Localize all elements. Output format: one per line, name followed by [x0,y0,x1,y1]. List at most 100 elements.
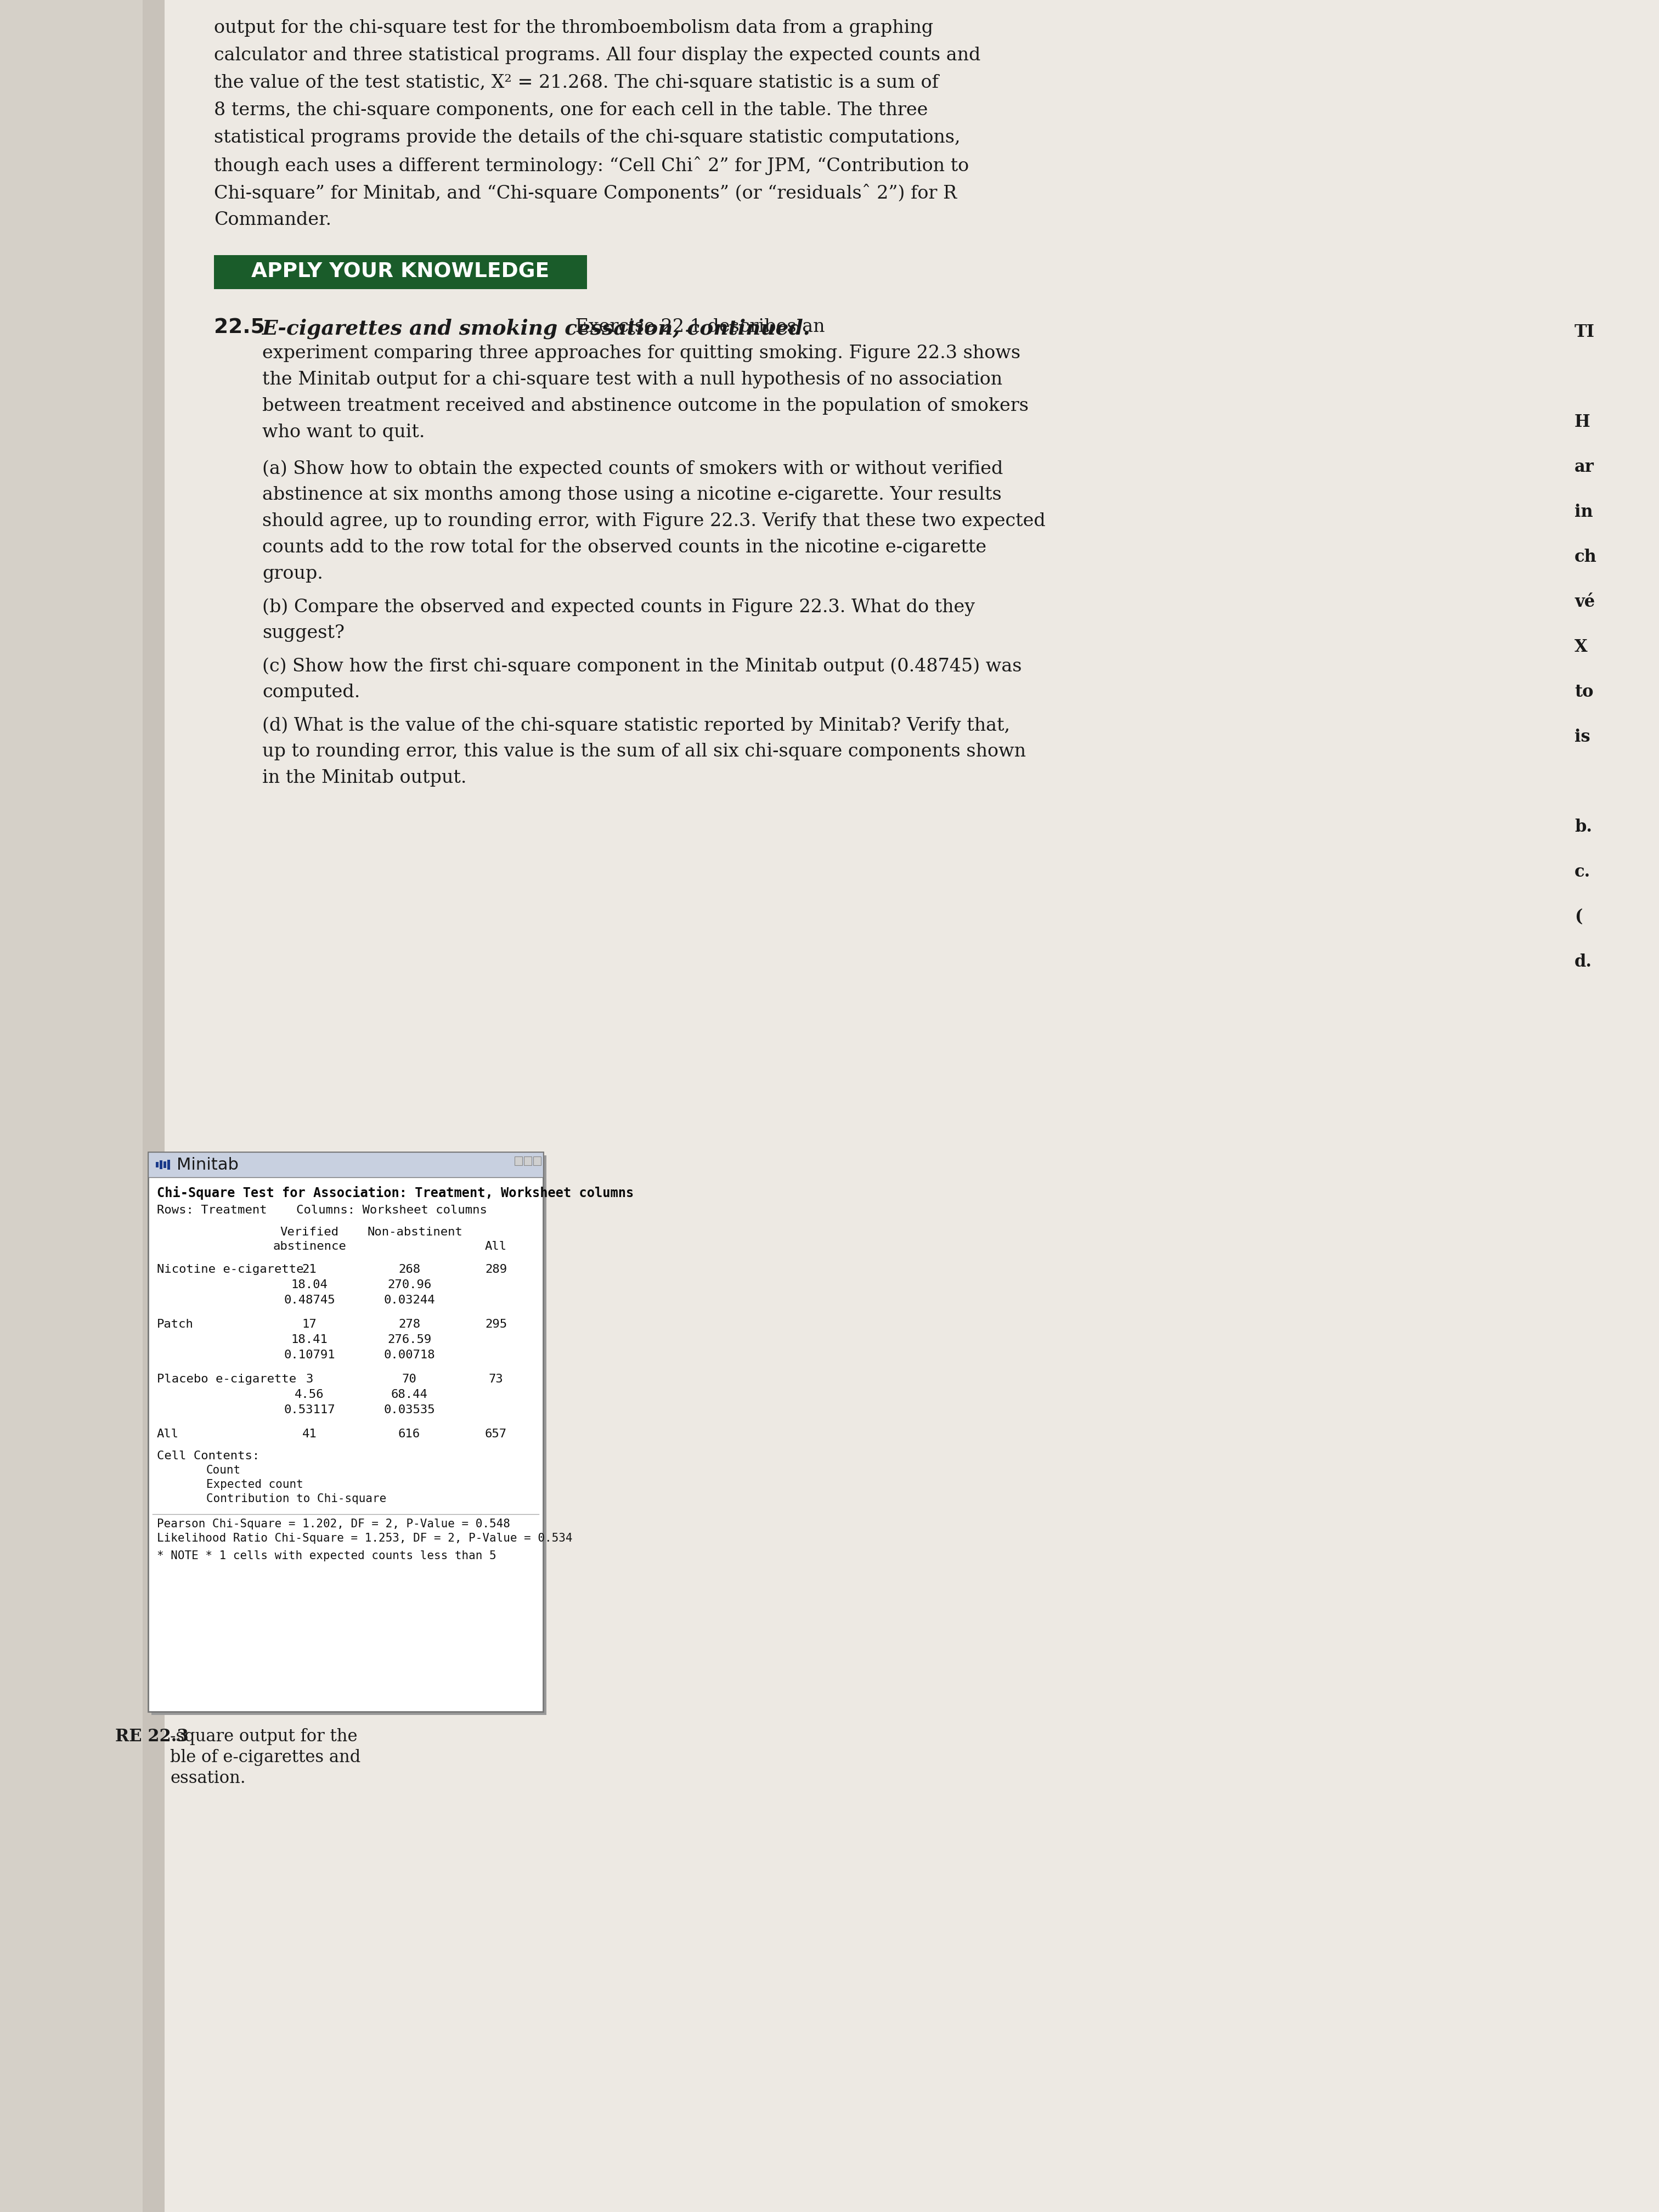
Text: APPLY YOUR KNOWLEDGE: APPLY YOUR KNOWLEDGE [252,263,549,281]
Text: (: ( [1574,909,1583,925]
Text: 295: 295 [484,1318,508,1329]
Text: the value of the test statistic, X² = 21.268. The chi-square statistic is a sum : the value of the test statistic, X² = 21… [214,73,939,91]
Text: in the Minitab output.: in the Minitab output. [262,770,466,787]
Text: to: to [1574,684,1593,701]
Text: Cell Contents:: Cell Contents: [158,1451,259,1462]
Bar [0,0,164,2212]
Text: Verified: Verified [280,1228,338,1239]
Text: 18.41: 18.41 [290,1334,328,1345]
Text: Chi-Square Test for Association: Treatment, Worksheet columns: Chi-Square Test for Association: Treatme… [158,1186,634,1199]
Text: Minitab: Minitab [176,1157,239,1172]
Text: X: X [1574,639,1588,655]
Text: RE 22.3: RE 22.3 [114,1728,189,1745]
Bar [156,1161,159,1168]
Text: is: is [1574,728,1591,745]
Text: 70: 70 [401,1374,416,1385]
Text: c.: c. [1574,863,1591,880]
Bar [214,254,587,290]
Text: though each uses a different terminology: “Cell Chiˆ 2” for JPM, “Contribution t: though each uses a different terminology… [214,157,969,175]
Text: 41: 41 [302,1429,317,1440]
Bar [533,1157,541,1166]
Text: 0.03535: 0.03535 [383,1405,435,1416]
Text: 4.56: 4.56 [295,1389,324,1400]
Text: b.: b. [1574,818,1593,836]
Bar [514,1157,523,1166]
Text: Nicotine e-cigarette: Nicotine e-cigarette [158,1263,304,1274]
Text: (b) Compare the observed and expected counts in Figure 22.3. What do they: (b) Compare the observed and expected co… [262,597,975,615]
Text: Placebo e-cigarette: Placebo e-cigarette [158,1374,297,1385]
Text: * NOTE * 1 cells with expected counts less than 5: * NOTE * 1 cells with expected counts le… [158,1551,496,1562]
Text: All: All [158,1429,179,1440]
Text: Pearson Chi-Square = 1.202, DF = 2, P-Value = 0.548: Pearson Chi-Square = 1.202, DF = 2, P-Va… [158,1520,509,1528]
Text: d.: d. [1574,953,1593,971]
Text: 17: 17 [302,1318,317,1329]
Text: who want to quit.: who want to quit. [262,422,425,440]
Text: group.: group. [262,564,324,582]
Text: 657: 657 [484,1429,508,1440]
Text: 270.96: 270.96 [387,1279,431,1290]
Text: statistical programs provide the details of the chi-square statistic computation: statistical programs provide the details… [214,128,961,146]
Text: 73: 73 [489,1374,503,1385]
Text: H: H [1574,414,1591,431]
Text: Patch: Patch [158,1318,194,1329]
Text: Chi-square” for Minitab, and “Chi-square Components” (or “residualsˆ 2”) for R: Chi-square” for Minitab, and “Chi-square… [214,184,957,204]
Bar [164,1161,166,1168]
Bar [143,0,164,2212]
Text: calculator and three statistical programs. All four display the expected counts : calculator and three statistical program… [214,46,980,64]
Text: E-cigarettes and smoking cessation, continued.: E-cigarettes and smoking cessation, cont… [262,319,811,338]
Text: Contribution to Chi-square: Contribution to Chi-square [206,1493,387,1504]
Text: Likelihood Ratio Chi-Square = 1.253, DF = 2, P-Value = 0.534: Likelihood Ratio Chi-Square = 1.253, DF … [158,1533,572,1544]
Text: computed.: computed. [262,684,360,701]
Bar [148,1152,542,1177]
Text: 8 terms, the chi-square components, one for each cell in the table. The three: 8 terms, the chi-square components, one … [214,102,927,119]
Text: (d) What is the value of the chi-square statistic reported by Minitab? Verify th: (d) What is the value of the chi-square … [262,717,1010,734]
Text: (a) Show how to obtain the expected counts of smokers with or without verified: (a) Show how to obtain the expected coun… [262,460,1004,478]
Text: Count: Count [206,1464,241,1475]
Text: vé: vé [1574,593,1594,611]
Text: 68.44: 68.44 [392,1389,428,1400]
Text: counts add to the row total for the observed counts in the nicotine e-cigarette: counts add to the row total for the obse… [262,540,987,555]
Text: between treatment received and abstinence outcome in the population of smokers: between treatment received and abstinenc… [262,398,1029,416]
Text: Expected count: Expected count [206,1480,304,1491]
Text: 0.10791: 0.10791 [284,1349,335,1360]
Bar [168,1159,171,1170]
Text: experiment comparing three approaches for quitting smoking. Figure 22.3 shows: experiment comparing three approaches fo… [262,345,1020,363]
Text: 616: 616 [398,1429,420,1440]
Bar [151,1155,546,1714]
Text: 0.03244: 0.03244 [383,1294,435,1305]
Text: 278: 278 [398,1318,420,1329]
Text: 0.48745: 0.48745 [284,1294,335,1305]
Text: -square output for the: -square output for the [171,1728,357,1745]
Text: 3: 3 [305,1374,314,1385]
Text: 0.53117: 0.53117 [284,1405,335,1416]
Text: 276.59: 276.59 [387,1334,431,1345]
Text: (c) Show how the first chi-square component in the Minitab output (0.48745) was: (c) Show how the first chi-square compon… [262,657,1022,675]
Text: up to rounding error, this value is the sum of all six chi-square components sho: up to rounding error, this value is the … [262,743,1025,761]
Text: suggest?: suggest? [262,624,345,641]
Bar [148,1152,542,1712]
Text: abstinence at six months among those using a nicotine e-cigarette. Your results: abstinence at six months among those usi… [262,487,1002,504]
Bar [524,1157,531,1166]
Text: in: in [1574,504,1593,520]
Text: abstinence: abstinence [272,1241,347,1252]
Text: output for the chi-square test for the thromboembolism data from a graphing: output for the chi-square test for the t… [214,20,934,38]
Text: 268: 268 [398,1263,420,1274]
Text: 0.00718: 0.00718 [383,1349,435,1360]
Text: ch: ch [1574,549,1598,566]
Text: TI: TI [1574,323,1594,341]
Text: 22.5: 22.5 [214,319,265,338]
Bar [159,1161,163,1170]
Text: the Minitab output for a chi-square test with a null hypothesis of no associatio: the Minitab output for a chi-square test… [262,372,1002,389]
Text: 21: 21 [302,1263,317,1274]
Text: ar: ar [1574,458,1594,476]
Text: Commander.: Commander. [214,210,332,228]
Text: should agree, up to rounding error, with Figure 22.3. Verify that these two expe: should agree, up to rounding error, with… [262,513,1045,531]
Text: Rows: Treatment    Columns: Worksheet columns: Rows: Treatment Columns: Worksheet colum… [158,1206,488,1217]
Text: ble of e-cigarettes and: ble of e-cigarettes and [171,1750,360,1765]
Text: 18.04: 18.04 [290,1279,328,1290]
Text: essation.: essation. [171,1770,246,1787]
Text: Exercise 22.1 describes an: Exercise 22.1 describes an [569,319,825,336]
Text: All: All [484,1241,508,1252]
Text: 289: 289 [484,1263,508,1274]
Text: Non-abstinent: Non-abstinent [367,1228,463,1239]
